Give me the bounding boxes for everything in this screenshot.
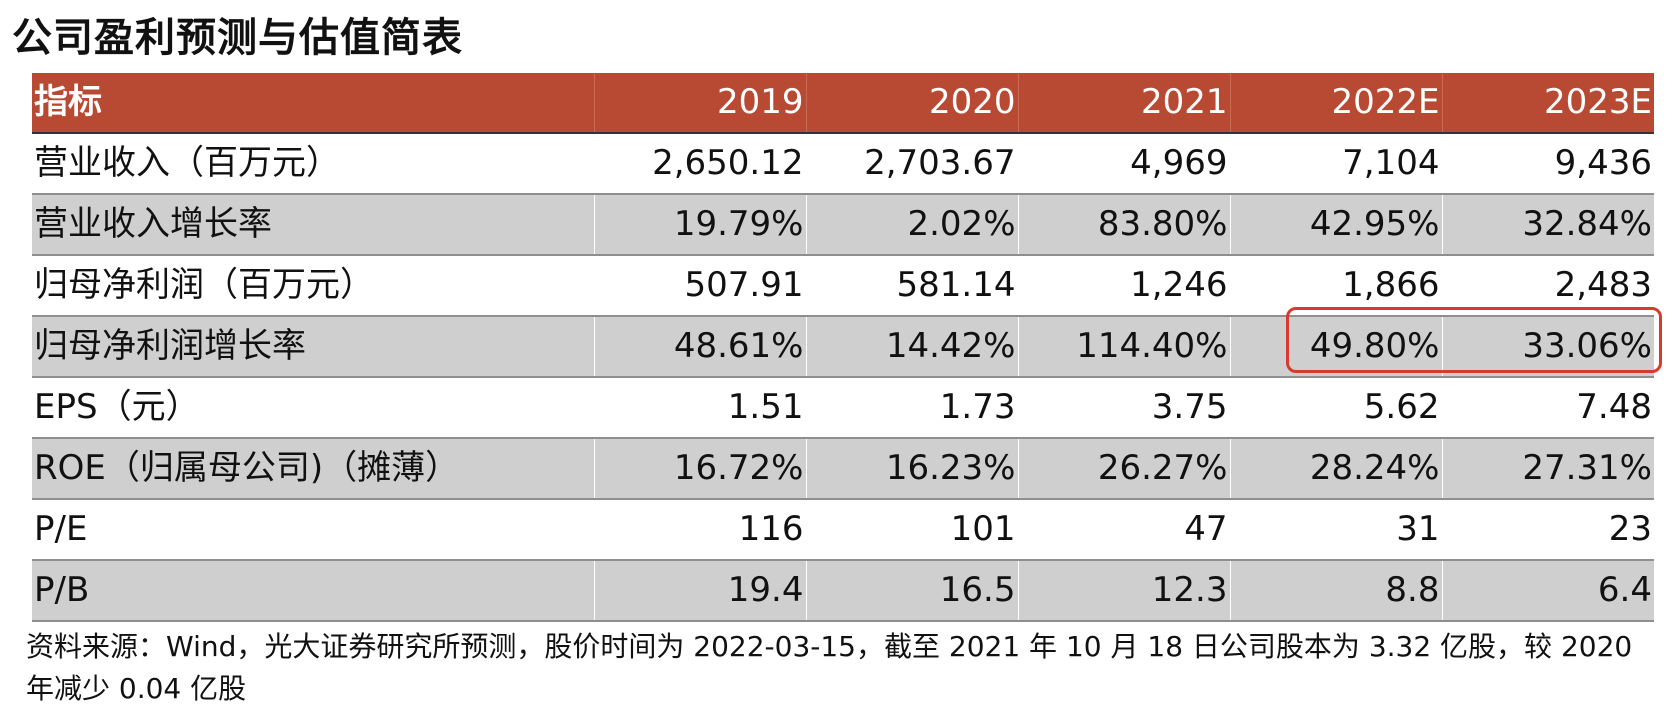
table-title: 公司盈利预测与估值简表 (12, 15, 463, 61)
table-cell: 1.51 (594, 377, 807, 439)
table-row-revenue-growth: 营业收入增长率 19.79% 2.02% 83.80% 42.95% 32.84… (32, 194, 1654, 256)
source-note: 资料来源：Wind，光大证券研究所预测，股价时间为 2022-03-15，截至 … (26, 630, 1633, 705)
table-row-roe: ROE（归属母公司)（摊薄） 16.72% 16.23% 26.27% 28.2… (32, 438, 1654, 500)
table-cell: 2.02% (806, 194, 1019, 256)
table-cell: 6.4 (1442, 560, 1654, 622)
table-cell: 19.79% (594, 194, 807, 256)
table-cell: 1,866 (1230, 255, 1443, 317)
table-row-revenue: 营业收入（百万元） 2,650.12 2,703.67 4,969 7,104 … (32, 133, 1654, 195)
table-cell: 42.95% (1230, 194, 1443, 256)
table-row-net-profit-growth: 归母净利润增长率 48.61% 14.42% 114.40% 49.80% 33… (32, 316, 1654, 378)
table-cell: 114.40% (1018, 316, 1231, 378)
table-cell: 49.80% (1230, 316, 1443, 378)
table-cell: 9,436 (1442, 133, 1654, 195)
header-cell-2021: 2021 (1018, 73, 1231, 134)
table-cell: 4,969 (1018, 133, 1231, 195)
table-cell: 5.62 (1230, 377, 1443, 439)
table-cell: 33.06% (1442, 316, 1654, 378)
row-label: P/E (32, 499, 595, 561)
table-cell: 16.5 (806, 560, 1019, 622)
row-label: P/B (32, 560, 595, 622)
table-cell: 1.73 (806, 377, 1019, 439)
table-row-eps: EPS（元） 1.51 1.73 3.75 5.62 7.48 (32, 377, 1654, 439)
table-cell: 116 (594, 499, 807, 561)
table-cell: 27.31% (1442, 438, 1654, 500)
table-cell: 32.84% (1442, 194, 1654, 256)
table-cell: 16.23% (806, 438, 1019, 500)
table-cell: 1,246 (1018, 255, 1231, 317)
table-cell: 581.14 (806, 255, 1019, 317)
table-cell: 101 (806, 499, 1019, 561)
table-cell: 47 (1018, 499, 1231, 561)
table-cell: 28.24% (1230, 438, 1443, 500)
table-cell: 16.72% (594, 438, 807, 500)
table-row-pe: P/E 116 101 47 31 23 (32, 499, 1654, 561)
forecast-valuation-table: 指标 2019 2020 2021 2022E 2023E 营业收入（百万元） … (32, 73, 1654, 622)
table-cell: 2,650.12 (594, 133, 807, 195)
header-cell-2022e: 2022E (1230, 73, 1443, 134)
table-cell: 31 (1230, 499, 1443, 561)
row-label: EPS（元） (32, 377, 595, 439)
table-row-net-profit: 归母净利润（百万元） 507.91 581.14 1,246 1,866 2,4… (32, 255, 1654, 317)
row-label: 营业收入（百万元） (32, 133, 595, 195)
table-cell: 12.3 (1018, 560, 1231, 622)
header-cell-metric: 指标 (32, 73, 595, 134)
table-cell: 2,483 (1442, 255, 1654, 317)
highlight-box-growth-forecast (1286, 307, 1662, 373)
row-label: 归母净利润（百万元） (32, 255, 595, 317)
table-cell: 3.75 (1018, 377, 1231, 439)
row-label: ROE（归属母公司)（摊薄） (32, 438, 595, 500)
table-cell: 2,703.67 (806, 133, 1019, 195)
header-cell-2020: 2020 (806, 73, 1019, 134)
table-cell: 8.8 (1230, 560, 1443, 622)
table-row-pb: P/B 19.4 16.5 12.3 8.8 6.4 (32, 560, 1654, 622)
table-cell: 19.4 (594, 560, 807, 622)
row-label: 营业收入增长率 (32, 194, 595, 256)
table-cell: 26.27% (1018, 438, 1231, 500)
table-cell: 23 (1442, 499, 1654, 561)
table-cell: 48.61% (594, 316, 807, 378)
table-cell: 7.48 (1442, 377, 1654, 439)
table-cell: 83.80% (1018, 194, 1231, 256)
table-cell: 14.42% (806, 316, 1019, 378)
row-label: 归母净利润增长率 (32, 316, 595, 378)
table-cell: 7,104 (1230, 133, 1443, 195)
header-cell-2023e: 2023E (1442, 73, 1654, 134)
table-cell: 507.91 (594, 255, 807, 317)
header-cell-2019: 2019 (594, 73, 807, 134)
header-row: 指标 2019 2020 2021 2022E 2023E (32, 73, 1654, 134)
